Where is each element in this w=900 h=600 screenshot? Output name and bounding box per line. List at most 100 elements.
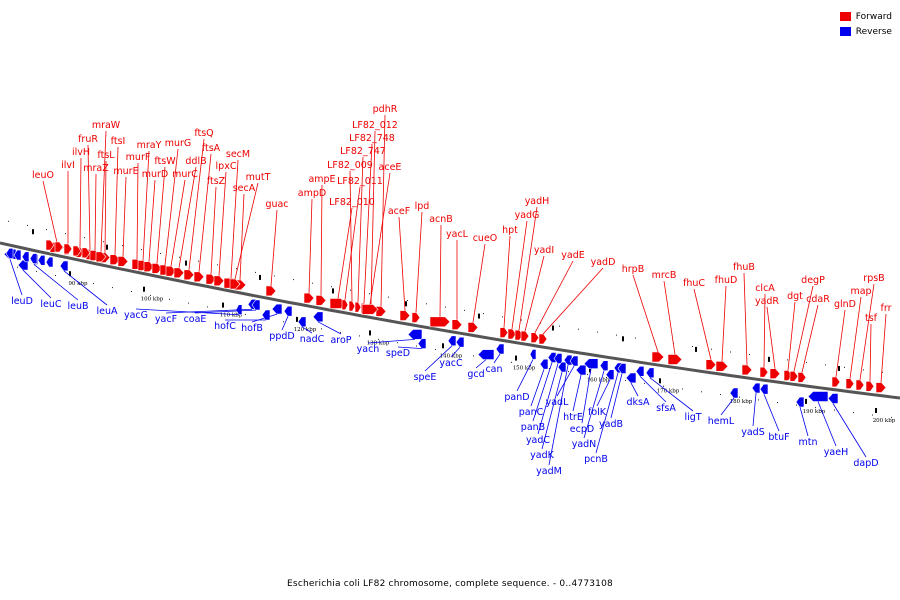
gene-connector bbox=[801, 304, 819, 373]
gene-label: htrE bbox=[563, 412, 583, 423]
ring-dot bbox=[321, 328, 322, 330]
gene-connector bbox=[799, 407, 809, 437]
gene-label: ecpD bbox=[570, 424, 594, 435]
gene-label: yadM bbox=[536, 466, 562, 477]
gene-arrow bbox=[63, 243, 73, 255]
gene-hpt: hpt bbox=[499, 225, 518, 338]
gene-arrow bbox=[5, 248, 14, 259]
gene-connector bbox=[42, 180, 58, 243]
gene-label: pcnB bbox=[584, 454, 608, 465]
gene-label: LF82_012 bbox=[352, 120, 398, 131]
gene-connector bbox=[632, 274, 659, 353]
ring-dot bbox=[606, 377, 607, 378]
scale-tick-label: 150 kbp bbox=[513, 366, 536, 372]
ring-dot bbox=[806, 361, 807, 363]
ring-dot bbox=[663, 385, 664, 387]
gene-connector bbox=[817, 401, 837, 447]
gene-arrow bbox=[45, 239, 55, 251]
gene-aroP: aroP bbox=[312, 311, 352, 346]
gene-connector bbox=[301, 326, 313, 334]
gene-mraW: mraW bbox=[92, 120, 121, 263]
scale-tick-outer bbox=[768, 356, 770, 362]
gene-frr: frr bbox=[875, 303, 892, 393]
gene-label: dapD bbox=[853, 458, 878, 469]
gene-arrow bbox=[429, 316, 451, 328]
gene-yadC: yadC bbox=[526, 353, 563, 446]
gene-connector bbox=[493, 353, 501, 364]
gene-label: aroP bbox=[330, 335, 351, 346]
gene-connector bbox=[475, 359, 487, 369]
gene-label: mtn bbox=[799, 437, 818, 448]
gene-label: sfsA bbox=[656, 403, 676, 414]
ring-dot bbox=[169, 298, 170, 300]
gene-LF82_009: LF82_009 bbox=[327, 160, 373, 312]
gene-yadD: yadD bbox=[538, 257, 615, 345]
ring-dot bbox=[825, 364, 826, 366]
gene-arrow bbox=[831, 376, 841, 388]
gene-dksA: dksA bbox=[625, 372, 650, 408]
ring-dot bbox=[217, 264, 218, 266]
gene-arrow bbox=[617, 363, 627, 374]
gene-connector bbox=[639, 375, 667, 403]
ring-dot bbox=[872, 414, 873, 416]
gene-connector bbox=[766, 306, 776, 369]
scale-tick-label: 180 kbp bbox=[730, 399, 753, 405]
gene-panC: panC bbox=[519, 358, 549, 418]
gene-label: clcA bbox=[755, 283, 775, 294]
gene-label: aceE bbox=[379, 162, 402, 173]
gene-tsf: tsf bbox=[865, 313, 878, 392]
scale-tick-label: 200 kbp bbox=[873, 418, 896, 424]
ring-dot bbox=[350, 289, 351, 291]
ring-dot bbox=[863, 369, 864, 371]
gene-label: ilvI bbox=[61, 160, 75, 171]
gene-connector bbox=[188, 138, 205, 270]
gene-label: fhuD bbox=[715, 275, 738, 286]
gene-connector bbox=[370, 130, 376, 305]
ring-dot bbox=[188, 302, 189, 304]
gene-label: fruR bbox=[78, 134, 98, 145]
ring-dot bbox=[701, 391, 702, 393]
scale-tick bbox=[515, 355, 517, 361]
gene-arrow bbox=[651, 351, 665, 363]
gene-arrow bbox=[447, 335, 457, 347]
gene-label: hemL bbox=[708, 416, 735, 427]
ring-dot bbox=[207, 306, 208, 308]
chromosome-backbone bbox=[0, 241, 900, 400]
gene-degP: degP bbox=[789, 275, 825, 382]
ring-dot bbox=[521, 319, 522, 321]
ring-dot bbox=[179, 256, 180, 258]
gene-connector bbox=[581, 368, 592, 424]
gene-arrow bbox=[411, 312, 421, 323]
ring-dot bbox=[245, 313, 246, 315]
scale-tick-outer bbox=[32, 229, 34, 235]
gene-yadI: yadI bbox=[520, 245, 554, 342]
gene-connector bbox=[22, 269, 52, 299]
gene-arrow bbox=[375, 306, 387, 317]
gene-leuA: leuA bbox=[59, 260, 118, 317]
gene-clcA: clcA bbox=[755, 283, 775, 378]
gene-connector bbox=[537, 363, 559, 435]
gene-arrow bbox=[539, 358, 549, 370]
gene-ftsA: ftsA bbox=[193, 143, 221, 283]
ring-dot bbox=[530, 364, 531, 366]
gene-connector bbox=[308, 198, 313, 294]
gene-label: map bbox=[850, 286, 871, 297]
gene-arrow bbox=[553, 353, 563, 364]
ring-dot bbox=[749, 354, 750, 356]
gene-arrow bbox=[759, 383, 769, 395]
gene-block bbox=[37, 255, 46, 266]
gene-ampD: ampD bbox=[298, 188, 326, 304]
ring-dot bbox=[93, 283, 94, 285]
gene-connector bbox=[380, 114, 386, 307]
gene-connector bbox=[148, 179, 156, 262]
gene-ampE: ampE bbox=[308, 174, 336, 306]
gene-hrpB: hrpB bbox=[622, 264, 665, 363]
gene-arrow bbox=[451, 319, 463, 331]
gene-ecpD: ecpD bbox=[570, 358, 599, 435]
ring-dot bbox=[84, 237, 85, 239]
gene-arrow bbox=[251, 299, 261, 311]
scale-tick-outer bbox=[106, 244, 108, 250]
gene-arrow bbox=[117, 256, 129, 267]
gene-arrow bbox=[45, 256, 54, 268]
gene-label: gcd bbox=[467, 369, 484, 380]
